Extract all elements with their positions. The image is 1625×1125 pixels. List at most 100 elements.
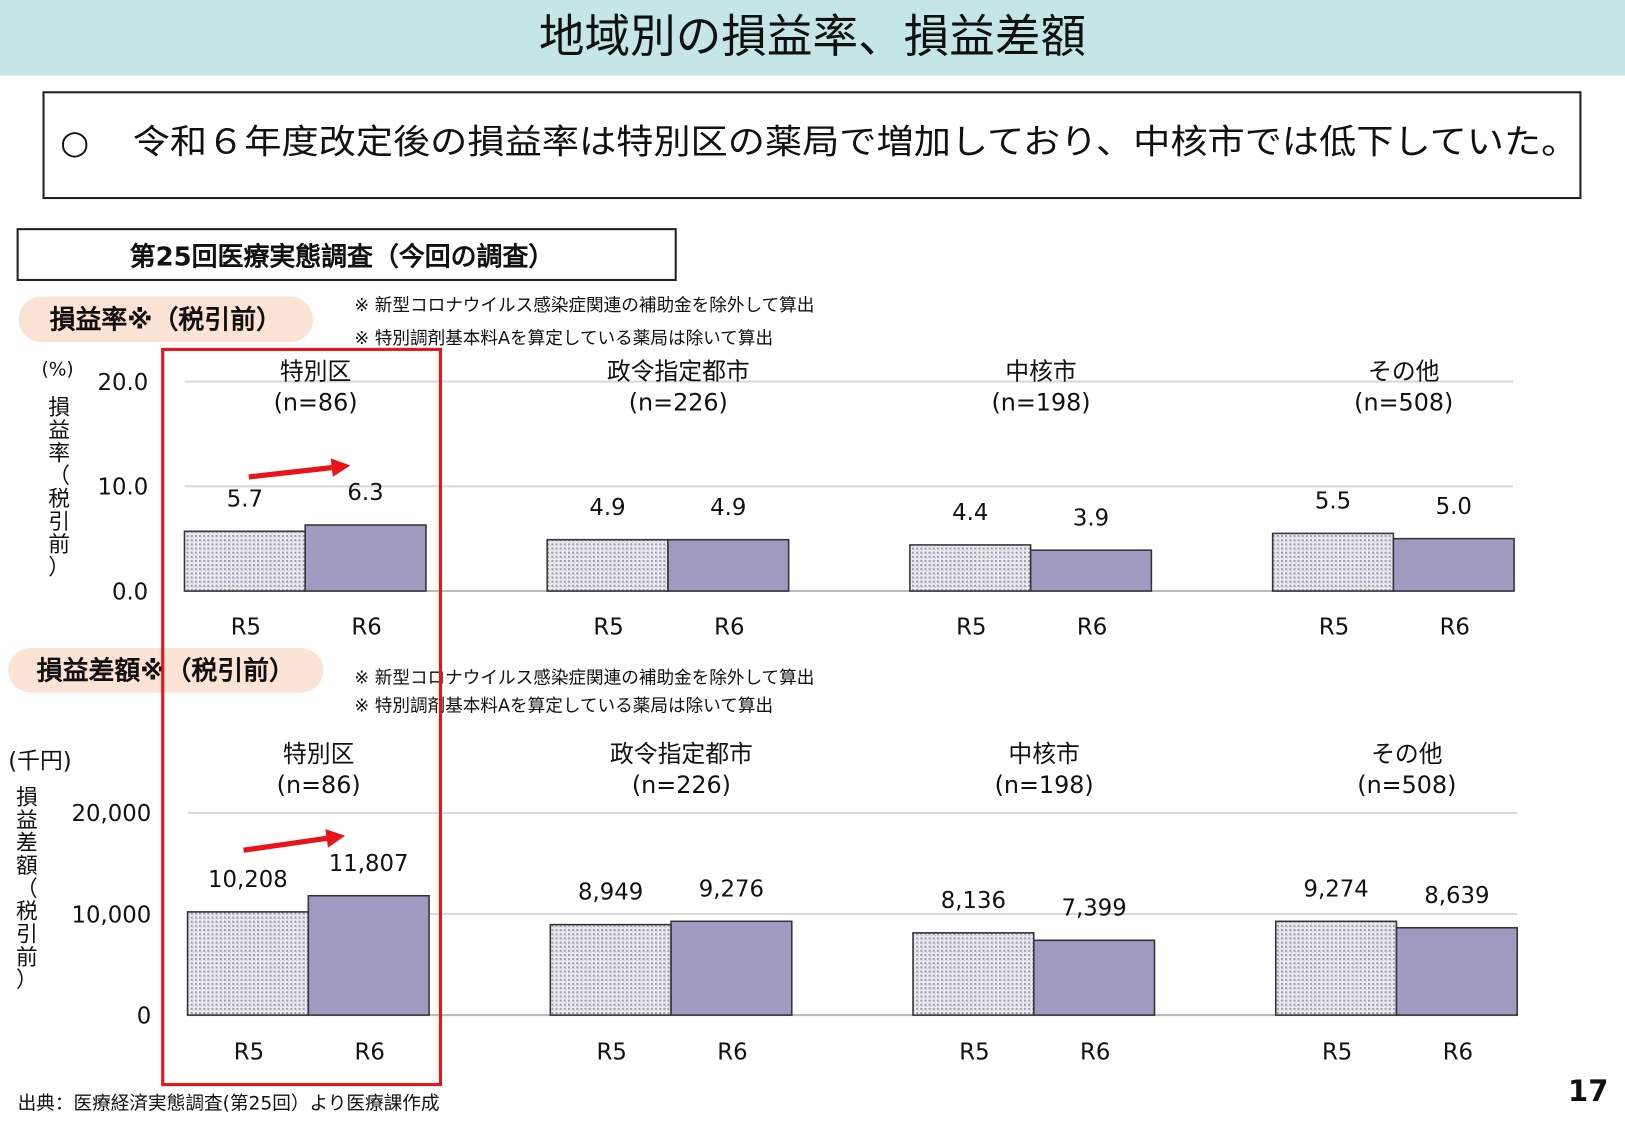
y-tick-label: 10.0	[97, 475, 148, 501]
group-title: 政令指定都市	[610, 740, 753, 768]
y-tick-label: 0	[137, 1003, 152, 1029]
group-n: (n=86)	[277, 771, 361, 799]
y-axis-unit: (千円)	[8, 748, 71, 774]
y-axis-label-char: 損	[48, 396, 70, 421]
chart-title-pill	[8, 648, 324, 693]
y-axis-label-char: 差	[16, 831, 38, 856]
data-label: 8,639	[1424, 883, 1489, 909]
data-label: 10,208	[208, 867, 288, 893]
chart-note: ※ 新型コロナウイルス感染症関連の補助金を除外して算出	[354, 668, 814, 688]
bar-r6	[304, 524, 427, 592]
group-n: (n=226)	[629, 389, 728, 417]
y-axis-label-char: 前	[16, 945, 38, 970]
chart-title: 損益差額※（税引前）	[37, 656, 295, 687]
y-tick-label: 20.0	[97, 370, 148, 396]
bar-r6	[1395, 926, 1518, 1016]
highlight-frame	[161, 347, 443, 1087]
bar-r5	[909, 544, 1032, 592]
data-label: 9,274	[1303, 876, 1368, 902]
y-axis-label-char: （	[16, 877, 38, 902]
trend-arrow-head-icon	[330, 458, 351, 477]
group-n: (n=508)	[1357, 771, 1456, 799]
chart-note: ※ 特別調剤基本料Aを算定している薬局は除いて算出	[354, 696, 773, 716]
y-axis-label-char: 率	[48, 441, 70, 466]
bar-r5	[183, 530, 306, 592]
y-axis-label-char: （	[48, 464, 70, 489]
x-category-label: R5	[1319, 615, 1349, 641]
x-category-label: R6	[717, 1040, 747, 1066]
survey-label: 第25回医療実態調査（今回の調査）	[130, 241, 555, 272]
group-title: 中核市	[1005, 357, 1076, 385]
group-n: (n=86)	[274, 389, 358, 417]
bar-r6	[1032, 939, 1156, 1016]
y-axis-label-char: 税	[48, 487, 70, 512]
y-tick-label: 0.0	[112, 579, 148, 605]
bar-r5	[1274, 920, 1398, 1016]
y-axis-label-char: 引	[16, 922, 38, 947]
y-axis-label-char: 税	[16, 900, 38, 925]
group-title: 政令指定都市	[607, 357, 750, 385]
y-axis-label-char: 益	[16, 808, 38, 833]
bar-r6	[307, 894, 430, 1016]
chart-title: 損益率※（税引前）	[50, 305, 282, 336]
x-category-label: R6	[714, 615, 744, 641]
y-axis-label-char: ）	[48, 555, 70, 580]
summary-text: 令和６年度改定後の損益率は特別区の薬局で増加しており、中核市では低下していた。	[133, 122, 1579, 162]
x-category-label: R5	[956, 615, 986, 641]
y-axis-unit: (%)	[41, 359, 73, 380]
x-category-label: R5	[231, 615, 261, 641]
page-title: 地域別の損益率、損益差額	[539, 10, 1086, 63]
group-n: (n=508)	[1354, 389, 1453, 417]
bar-r6	[1029, 549, 1153, 592]
trend-arrow-head-icon	[325, 829, 346, 848]
summary-box	[42, 91, 1582, 200]
group-title: 特別区	[280, 357, 351, 385]
data-label: 11,807	[329, 851, 409, 877]
bar-r5	[186, 911, 310, 1016]
chart-note: ※ 新型コロナウイルス感染症関連の補助金を除外して算出	[354, 296, 814, 316]
data-label: 5.5	[1315, 489, 1351, 515]
bar-r5	[1271, 532, 1395, 592]
data-label: 4.4	[952, 500, 988, 526]
group-title: 特別区	[283, 740, 354, 768]
header-band	[0, 0, 1625, 76]
trend-arrow-line	[248, 465, 333, 480]
data-label: 9,276	[699, 876, 764, 902]
data-label: 4.9	[710, 495, 746, 521]
data-label: 3.9	[1073, 505, 1109, 531]
data-label: 5.0	[1436, 494, 1472, 520]
group-n: (n=198)	[995, 771, 1094, 799]
y-tick-label: 20,000	[72, 801, 152, 827]
x-category-label: R5	[1322, 1040, 1352, 1066]
x-category-label: R5	[593, 615, 623, 641]
bar-r6	[1392, 537, 1515, 592]
summary-bullet: ○	[60, 122, 89, 161]
group-title: 中核市	[1008, 740, 1079, 768]
bar-r6	[670, 920, 793, 1016]
x-category-label: R5	[959, 1040, 989, 1066]
footer-source: 出典：医療経済実態調査(第25回）より医療課作成	[18, 1093, 440, 1114]
y-tick-label: 10,000	[72, 902, 152, 928]
chart-title-pill	[18, 296, 313, 343]
survey-box	[16, 228, 677, 281]
x-category-label: R6	[1080, 1040, 1110, 1066]
y-axis-label-char: 益	[48, 419, 70, 444]
data-label: 7,399	[1062, 895, 1127, 921]
x-category-label: R5	[234, 1040, 264, 1066]
chart-note: ※ 特別調剤基本料Aを算定している薬局は除いて算出	[354, 329, 773, 349]
x-category-label: R6	[1077, 615, 1107, 641]
bar-r6	[667, 538, 790, 592]
x-category-label: R6	[351, 615, 381, 641]
x-category-label: R6	[1443, 1040, 1473, 1066]
y-axis-label-char: 額	[16, 854, 38, 879]
data-label: 4.9	[589, 495, 625, 521]
bar-r5	[549, 923, 672, 1016]
y-axis-label-char: 引	[48, 510, 70, 535]
bar-r5	[546, 538, 669, 592]
trend-arrow-line	[243, 835, 328, 853]
group-n: (n=226)	[632, 771, 731, 799]
group-n: (n=198)	[991, 389, 1090, 417]
y-axis-label-char: 前	[48, 533, 70, 558]
group-title: その他	[1368, 357, 1439, 385]
